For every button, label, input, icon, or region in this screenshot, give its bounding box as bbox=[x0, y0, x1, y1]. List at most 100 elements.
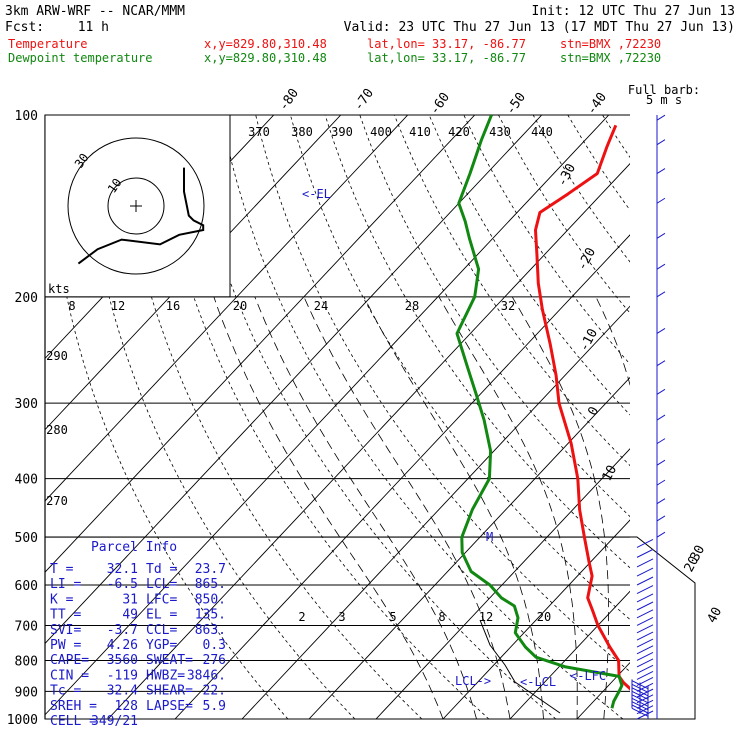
parcel-value: 49 bbox=[122, 608, 138, 623]
isotherm-label: 40 bbox=[705, 605, 726, 626]
parcel-key: LFC= bbox=[146, 592, 177, 607]
parcel-value: 23.7 bbox=[195, 562, 226, 577]
wind-barb-flag bbox=[656, 328, 666, 334]
parcel-key: CELL = bbox=[50, 714, 97, 729]
theta-label: 370 bbox=[248, 125, 270, 139]
wind-barb bbox=[636, 652, 654, 661]
isotherm-line bbox=[308, 376, 630, 719]
parcel-key: CCL= bbox=[146, 623, 177, 638]
isotherm-line bbox=[107, 163, 630, 719]
wind-barb bbox=[636, 567, 654, 577]
el-annotation: <-EL bbox=[302, 187, 331, 201]
valid-time: Valid: 23 UTC Thu 27 Jun 13 (17 MDT Thu … bbox=[344, 20, 735, 35]
legend-temperature-xy: x,y=829.80,310.48 bbox=[204, 37, 327, 51]
parcel-value: -119 bbox=[107, 668, 138, 683]
lfc-annotation: <-LFC bbox=[570, 669, 606, 683]
wind-barb bbox=[636, 638, 654, 648]
isotherm-line bbox=[45, 115, 342, 431]
dry-adiabat bbox=[463, 115, 630, 365]
wind-barb bbox=[636, 576, 654, 586]
pressure-tick-label: 300 bbox=[15, 397, 38, 412]
wind-barb-flag bbox=[656, 168, 666, 174]
wind-barb-flag bbox=[656, 139, 666, 146]
parcel-key: SREH = bbox=[50, 699, 97, 714]
mixing-ratio-label: 20 bbox=[233, 299, 247, 313]
wind-barb bbox=[636, 658, 654, 668]
isotherm-line bbox=[45, 115, 409, 502]
wind-barb bbox=[636, 664, 654, 674]
legend-dewpoint-name: Dewpoint temperature bbox=[8, 51, 153, 65]
isotherm-line bbox=[509, 590, 630, 719]
dry-adiabat bbox=[290, 115, 630, 621]
legend-temperature-name: Temperature bbox=[8, 37, 87, 51]
wind-barb bbox=[636, 593, 654, 603]
pressure-tick-label: 800 bbox=[15, 654, 38, 669]
parcel-key: LCL= bbox=[146, 577, 177, 592]
wind-barb-flag bbox=[656, 438, 666, 445]
wind-barb bbox=[636, 624, 654, 634]
legend-temperature-stn: stn=BMX ,72230 bbox=[560, 37, 661, 51]
theta-label: 400 bbox=[370, 125, 392, 139]
barb-key-title: Full barb: bbox=[628, 83, 700, 97]
wind-barb-flag bbox=[656, 498, 666, 505]
pressure-tick-label: 700 bbox=[15, 619, 38, 634]
hodograph-ring-label: 30 bbox=[72, 151, 92, 171]
theta-label: 380 bbox=[291, 125, 313, 139]
parcel-value: 128 bbox=[115, 699, 138, 714]
wind-barb bbox=[636, 558, 654, 568]
parcel-value: 349/21 bbox=[91, 714, 138, 729]
parcel-key: CAPE= bbox=[50, 653, 89, 668]
mixing-ratio-label: 2 bbox=[298, 610, 305, 624]
parcel-value: 850. bbox=[195, 592, 226, 607]
dry-adiabat bbox=[116, 115, 423, 719]
lcl-annotation: <-LCL bbox=[520, 675, 556, 689]
mixing-ratio-label: 5 bbox=[389, 610, 396, 624]
isotherm-line bbox=[45, 115, 543, 645]
parcel-key: TT = bbox=[50, 608, 81, 623]
mixing-ratio-label: 24 bbox=[314, 299, 328, 313]
isotherm-label: 10 bbox=[600, 463, 621, 484]
parcel-panel-frame bbox=[44, 536, 696, 720]
wind-barb-flag bbox=[656, 197, 666, 204]
hodograph-ring bbox=[107, 177, 165, 235]
wind-barb-flag bbox=[656, 263, 666, 270]
theta-label: 270 bbox=[46, 494, 68, 508]
wind-barb-flag bbox=[656, 291, 666, 298]
isotherm-line bbox=[45, 115, 476, 573]
parcel-value: 32.4 bbox=[107, 684, 138, 699]
moist-adiabat bbox=[363, 296, 544, 719]
legend-temperature-latlon: lat,lon= 33.17, -86.77 bbox=[367, 37, 526, 51]
theta-label: 430 bbox=[489, 125, 511, 139]
isotherm-line bbox=[45, 115, 610, 716]
parcel-key: LAPSE= bbox=[146, 699, 193, 714]
mixing-ratio-label: 20 bbox=[537, 610, 551, 624]
mixing-ratio-label: 12 bbox=[111, 299, 125, 313]
fcst-value: 11 h bbox=[78, 20, 109, 35]
wind-barb-flag bbox=[656, 414, 666, 421]
legend-dewpoint-xy: x,y=829.80,310.48 bbox=[204, 51, 327, 65]
dry-adiabat bbox=[324, 115, 630, 569]
parcel-value: 0.3 bbox=[203, 638, 226, 653]
pressure-tick-label: 100 bbox=[15, 109, 38, 124]
pressure-tick-label: 500 bbox=[15, 531, 38, 546]
dry-adiabat bbox=[81, 115, 356, 719]
temperature-profile bbox=[534, 124, 630, 691]
wind-barb-flag bbox=[656, 232, 666, 239]
parcel-key: PW = bbox=[50, 638, 81, 653]
dry-adiabat bbox=[47, 115, 289, 719]
parcel-key: HWBZ= bbox=[146, 668, 185, 683]
barb-key-value: 5 m s bbox=[646, 93, 682, 107]
parcel-value: 3560 bbox=[107, 653, 138, 668]
parcel-value: 276 bbox=[203, 653, 226, 668]
parcel-key: EL = bbox=[146, 608, 177, 623]
theta-label: 390 bbox=[331, 125, 353, 139]
dry-adiabat bbox=[186, 115, 557, 719]
parcel-value: 863. bbox=[195, 623, 226, 638]
parcel-path bbox=[479, 619, 561, 714]
wind-barb bbox=[636, 616, 654, 626]
pressure-tick-label: 1000 bbox=[7, 713, 38, 728]
isotherm-line bbox=[241, 305, 630, 719]
mixing-ratio-label: 12 bbox=[479, 610, 493, 624]
parcel-key: CIN = bbox=[50, 668, 89, 683]
